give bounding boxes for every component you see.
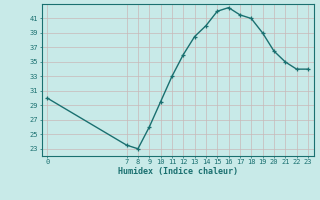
X-axis label: Humidex (Indice chaleur): Humidex (Indice chaleur) [118, 167, 237, 176]
